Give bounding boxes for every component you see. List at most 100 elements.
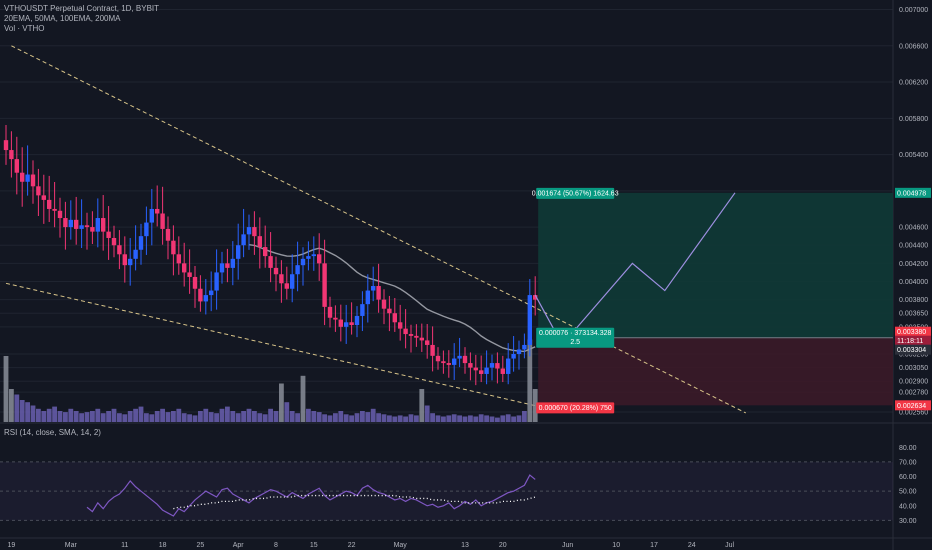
stop-price-tag: 0.002634	[897, 403, 926, 410]
rsi-tick-label: 50.00	[899, 489, 917, 496]
price-axis[interactable]: 0.007000 0.006600 0.006200 0.005800 0.005400…	[899, 7, 928, 525]
volume-bar	[181, 413, 187, 422]
candle-body	[30, 174, 36, 187]
volume-bar	[117, 413, 122, 422]
candle-body	[160, 213, 165, 229]
candle-body	[144, 222, 149, 237]
time-tick-label: 15	[310, 542, 318, 549]
candle-body	[479, 370, 484, 374]
time-tick-label: 8	[274, 542, 278, 549]
volume-bar	[57, 411, 63, 422]
candle-body	[360, 304, 365, 316]
volume-bar	[306, 408, 311, 422]
candle-body	[392, 313, 397, 323]
header-symbol: VTHOUSDT Perpetual Contract, 1D, BYBIT	[4, 4, 159, 13]
volume-bars	[3, 339, 538, 422]
price-tick-label: 0.002560	[899, 410, 928, 417]
candle-body	[133, 249, 138, 259]
candle-body	[408, 334, 414, 336]
volume-bar	[300, 375, 306, 422]
rsi-tick-label: 30.00	[899, 518, 917, 525]
candle-body	[25, 174, 30, 182]
price-tick-label: 0.004400	[899, 243, 928, 250]
volume-bar	[327, 415, 333, 422]
volume-bar	[354, 413, 360, 422]
volume-bar	[225, 406, 230, 422]
volume-bar	[84, 412, 90, 422]
volume-bar	[3, 356, 9, 422]
secondary-price-tag: 0.003304	[897, 347, 926, 354]
volume-bar	[441, 416, 446, 422]
header-rsi: RSI (14, close, SMA, 14, 2)	[4, 428, 101, 437]
time-tick-label: Jul	[725, 542, 734, 549]
volume-bar	[165, 412, 171, 422]
volume-bar	[430, 413, 435, 422]
volume-bar	[289, 411, 295, 422]
volume-bar	[214, 413, 219, 422]
price-tick-label: 0.003650	[899, 311, 928, 318]
candle-body	[425, 340, 430, 345]
candle-body	[489, 363, 495, 368]
target-price-tag: 0.004978	[897, 190, 926, 197]
volume-bar	[446, 415, 452, 422]
target-info-label-bg	[536, 187, 615, 199]
volume-bar	[122, 414, 128, 422]
volume-bar	[500, 415, 506, 422]
candle-body	[300, 258, 306, 266]
candle-body	[398, 322, 403, 329]
candle-body	[79, 225, 84, 229]
candle-body	[516, 349, 522, 355]
time-tick-label: 18	[159, 542, 167, 549]
volume-bar	[14, 394, 20, 422]
candle-body	[41, 195, 46, 200]
volume-bar	[73, 411, 79, 422]
volume-bar	[187, 414, 192, 422]
candle-body	[306, 256, 311, 259]
time-tick-label: 10	[612, 542, 620, 549]
candle-body	[322, 263, 327, 307]
price-tick-label: 0.003200	[899, 352, 928, 359]
candle-body	[246, 227, 252, 235]
candle-body	[290, 274, 295, 289]
volume-bar	[370, 408, 376, 422]
volume-bar	[25, 402, 30, 422]
header-ema: 20EMA, 50MA, 100EMA, 200MA	[4, 14, 121, 23]
volume-bar	[511, 416, 516, 422]
candle-body	[128, 258, 133, 266]
volume-bar	[468, 415, 473, 422]
candle-body	[214, 272, 219, 291]
candle-body	[268, 256, 273, 268]
volume-bar	[381, 414, 387, 422]
time-axis[interactable]: 19 Mar 11 18 25 Apr 8 15 22 May 13 20 Jun 10 17 24 Jul	[8, 542, 735, 549]
candle-body	[462, 355, 468, 364]
candle-body	[344, 322, 349, 327]
time-tick-label: 24	[688, 542, 696, 549]
price-tick-label: 0.007000	[899, 7, 928, 14]
price-tick-label: 0.005400	[899, 152, 928, 159]
volume-bar	[322, 414, 327, 422]
volume-bar	[19, 400, 25, 422]
candle-body	[155, 208, 160, 214]
volume-bar	[435, 415, 441, 422]
volume-bar	[154, 411, 160, 422]
price-tick-label: 0.002900	[899, 379, 928, 386]
candle-body	[376, 286, 381, 300]
candle-body	[452, 358, 457, 365]
time-tick-label: 19	[8, 542, 16, 549]
countdown-tag: 11:18:11	[897, 338, 923, 345]
price-tick-label: 0.002780	[899, 390, 928, 397]
entry-info-label-text: 0.000076 · 373134.328	[539, 330, 612, 337]
candle-body	[273, 267, 279, 275]
candle-body	[192, 276, 198, 289]
candle-body	[252, 227, 257, 237]
candle-body	[381, 299, 387, 309]
candle-body	[419, 337, 424, 341]
volume-bar	[106, 411, 111, 422]
candle-body	[500, 368, 505, 374]
candle-body	[182, 263, 187, 273]
rsi-ma-line	[173, 494, 536, 510]
candle-body	[522, 344, 527, 350]
price-tick-label: 0.003050	[899, 365, 928, 372]
